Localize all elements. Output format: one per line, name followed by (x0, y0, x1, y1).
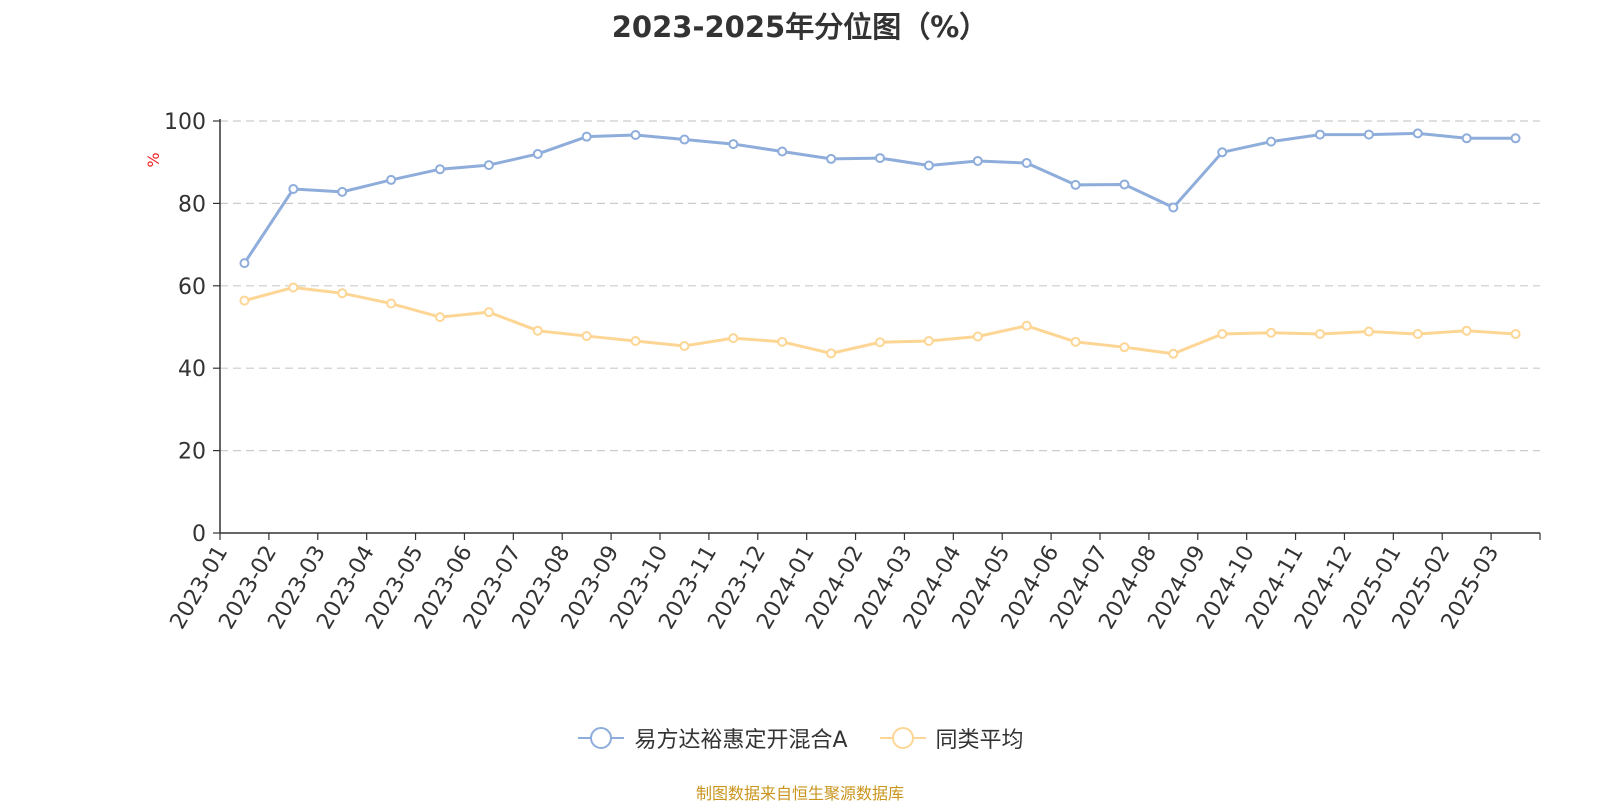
legend-marker-icon (879, 727, 926, 749)
data-point-series-1 (435, 164, 445, 175)
data-point-series-2 (679, 340, 690, 351)
data-point-series-2 (1315, 329, 1325, 340)
data-point-series-1 (1315, 129, 1325, 140)
data-point-series-1 (581, 131, 592, 142)
grid-lines (220, 120, 1540, 452)
axes: 0204060801002023-012023-022023-032023-04… (164, 110, 1541, 634)
data-point-series-2 (1168, 348, 1179, 359)
data-point-series-2 (1266, 327, 1277, 338)
series-layer (239, 128, 1521, 359)
data-point-series-1 (288, 183, 299, 194)
data-point-series-2 (630, 336, 641, 347)
data-point-series-2 (239, 295, 250, 306)
data-point-series-2 (826, 348, 837, 359)
data-point-series-1 (1217, 147, 1228, 158)
legend-item-series-1[interactable]: 易方达裕惠定开混合A (576, 722, 848, 754)
legend-marker-icon (578, 727, 625, 749)
legend-label: 同类平均 (935, 728, 1024, 753)
data-point-series-1 (1461, 133, 1472, 144)
data-point-series-2 (337, 288, 348, 299)
data-point-series-2 (532, 325, 543, 336)
data-point-series-1 (777, 146, 788, 157)
data-point-series-2 (1461, 325, 1472, 336)
data-point-series-2 (1119, 342, 1130, 353)
data-point-series-1 (923, 160, 934, 171)
series-line-1 (243, 131, 1516, 264)
y-tick-label: 60 (178, 275, 206, 300)
y-tick-label: 40 (178, 357, 206, 382)
data-point-series-1 (728, 139, 739, 150)
data-point-series-1 (679, 134, 690, 145)
source-note: 制图数据来自恒生聚源数据库 (695, 784, 904, 803)
data-point-series-2 (435, 312, 445, 323)
data-point-series-2 (1021, 320, 1032, 331)
data-point-series-2 (972, 331, 983, 342)
data-point-series-1 (1168, 202, 1179, 213)
y-tick-label: 20 (178, 440, 206, 465)
data-point-series-1 (386, 174, 397, 185)
data-point-series-2 (777, 336, 788, 347)
chart-title: 2023-2025年分位图（%） (611, 10, 989, 44)
data-point-series-1 (1266, 136, 1277, 147)
data-point-series-1 (483, 160, 494, 171)
data-point-series-1 (826, 153, 837, 164)
data-point-series-1 (532, 148, 543, 159)
data-point-series-2 (1217, 329, 1228, 340)
data-point-series-1 (1070, 179, 1081, 190)
legend: 易方达裕惠定开混合A 同类平均 (0, 722, 1600, 754)
data-point-series-1 (337, 186, 348, 197)
data-point-series-2 (483, 307, 494, 318)
y-tick-label: 0 (192, 522, 206, 547)
data-point-series-2 (386, 298, 397, 309)
data-point-series-1 (630, 130, 641, 141)
data-point-series-2 (581, 331, 592, 342)
data-point-series-1 (1363, 129, 1374, 140)
legend-item-series-2[interactable]: 同类平均 (878, 722, 1024, 754)
data-point-series-1 (972, 155, 983, 166)
data-point-series-2 (1070, 336, 1081, 347)
data-point-series-2 (1363, 326, 1374, 337)
data-point-series-1 (1510, 133, 1521, 144)
legend-label: 易方达裕惠定开混合A (634, 728, 848, 753)
data-point-series-1 (1412, 128, 1423, 139)
data-point-series-1 (875, 153, 885, 164)
data-point-series-2 (288, 282, 299, 293)
data-point-series-1 (1021, 158, 1032, 169)
data-point-series-1 (239, 258, 250, 269)
y-axis-label: % (144, 152, 163, 167)
data-point-series-2 (1510, 329, 1521, 340)
data-point-series-2 (875, 337, 885, 348)
y-tick-label: 100 (164, 110, 206, 135)
data-point-series-2 (1412, 329, 1423, 340)
data-point-series-2 (728, 333, 739, 344)
data-point-series-1 (1119, 179, 1130, 190)
y-tick-label: 80 (178, 192, 206, 217)
data-point-series-2 (923, 336, 934, 347)
